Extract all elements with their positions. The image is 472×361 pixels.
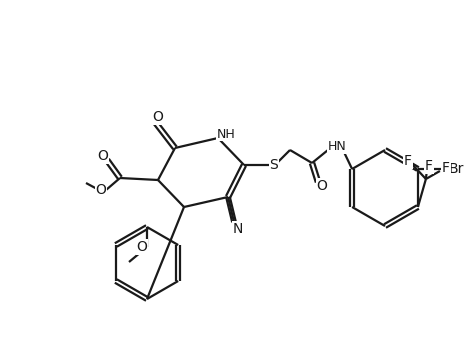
Text: Br: Br [448,162,464,176]
Text: HN: HN [328,140,346,153]
Text: F: F [442,161,450,175]
Text: S: S [270,158,278,172]
Text: O: O [136,240,147,254]
Text: O: O [98,149,109,163]
Text: F: F [404,154,412,168]
Text: O: O [317,179,328,193]
Text: O: O [152,110,163,124]
Text: O: O [95,183,107,197]
Text: F: F [425,159,433,173]
Text: N: N [233,222,243,236]
Text: NH: NH [217,127,236,140]
